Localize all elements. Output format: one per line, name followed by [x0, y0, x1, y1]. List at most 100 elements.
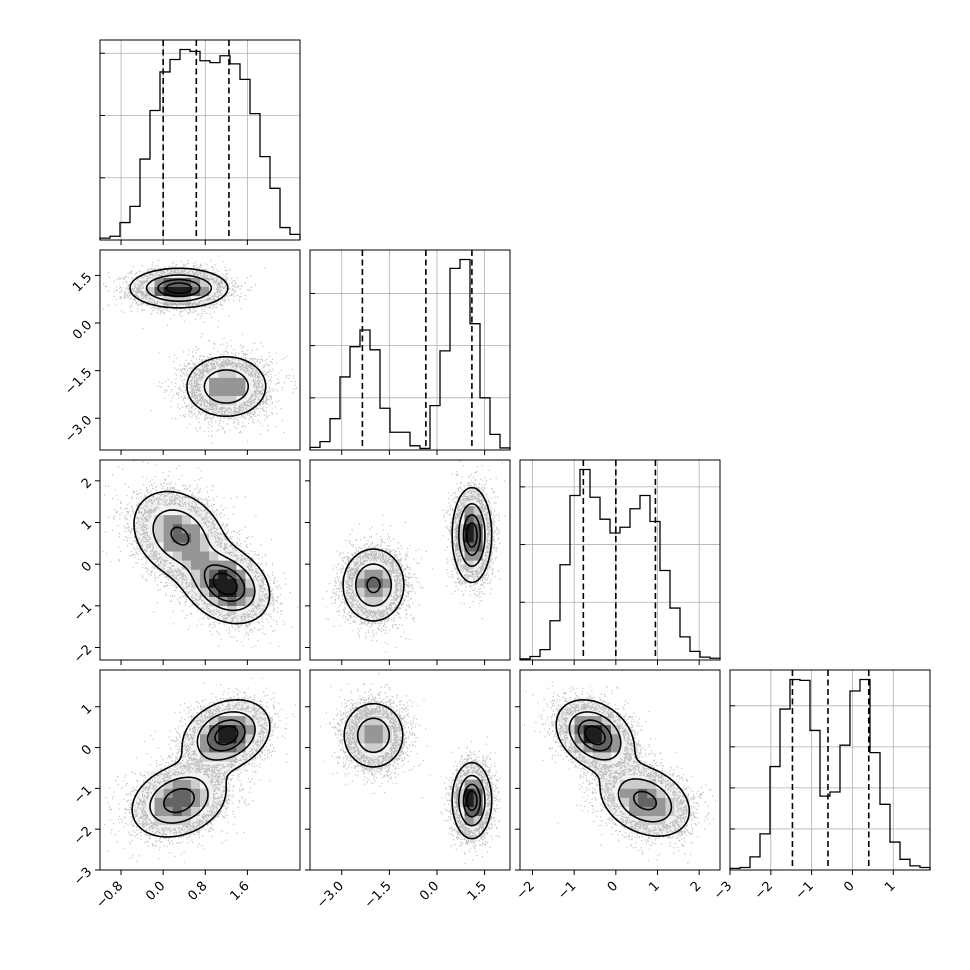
hist-panel-2 — [519, 459, 721, 661]
density-cell — [629, 815, 639, 826]
density-cell — [136, 541, 147, 552]
x-tick-label: −1.5 — [362, 879, 395, 912]
density-cell — [218, 760, 228, 771]
contour-level-3 — [212, 572, 238, 596]
density-cell — [473, 523, 484, 534]
density-cell — [610, 742, 621, 753]
density-cell — [364, 751, 375, 762]
density-cell — [227, 760, 237, 771]
density-cell — [200, 706, 210, 717]
density-cell — [218, 368, 228, 378]
density-cell — [190, 541, 201, 552]
density-cell — [181, 824, 192, 835]
density-cell — [245, 578, 256, 588]
density-cell — [236, 715, 247, 726]
density-cell — [364, 587, 375, 597]
histogram-steps — [99, 48, 301, 240]
density-cell — [638, 824, 648, 835]
density-cell — [382, 587, 393, 597]
density-cell — [181, 523, 192, 534]
x-tick-label: −2 — [514, 879, 538, 903]
density-cell — [227, 560, 237, 570]
density-cell — [245, 596, 256, 607]
x-tick-label: −1 — [793, 879, 817, 903]
density-cell — [565, 742, 576, 753]
density-cell — [227, 724, 237, 735]
density-cell — [620, 724, 630, 735]
density-cell — [209, 724, 219, 735]
density-cell — [190, 286, 201, 297]
density-cell — [620, 742, 630, 753]
density-cell — [629, 770, 639, 780]
density-cell — [482, 788, 493, 798]
density-cell — [482, 550, 493, 561]
y-tick-label: 1 — [79, 517, 95, 533]
density-cell — [455, 523, 466, 534]
y-tick-label: −1.5 — [62, 365, 95, 398]
contour-level-2 — [462, 783, 482, 818]
density-cell — [473, 514, 484, 525]
density-cell — [236, 724, 247, 735]
density-cell — [145, 532, 156, 543]
density-cell — [638, 806, 648, 817]
density-cell — [200, 587, 210, 597]
density-cell — [181, 277, 192, 287]
density-cell — [473, 550, 484, 561]
density-cell — [172, 295, 183, 306]
contour-level-2 — [577, 719, 658, 811]
y-tick-label: −2 — [71, 824, 95, 848]
density-cell — [464, 815, 475, 826]
density-cell — [218, 532, 228, 543]
density-cell — [181, 760, 192, 771]
density-cell — [482, 806, 493, 817]
density-cell — [455, 560, 466, 570]
density-cell — [172, 523, 183, 534]
density-cell — [181, 532, 192, 543]
density-cell — [227, 569, 237, 579]
density-cell — [355, 569, 366, 579]
density-cell — [455, 797, 466, 807]
density-cell — [346, 578, 357, 588]
density-cell — [574, 706, 585, 717]
density-cell — [629, 797, 639, 807]
density-cell — [455, 824, 466, 835]
density-cell — [382, 733, 393, 744]
density-cell — [172, 532, 183, 543]
density-cell — [236, 386, 247, 397]
density-cell — [620, 770, 630, 780]
density-cell — [455, 532, 466, 543]
density-cell — [583, 697, 594, 707]
density-cell — [163, 523, 174, 534]
density-cell — [382, 569, 393, 579]
density-cell — [227, 587, 237, 597]
density-cell — [200, 505, 210, 516]
density-cell — [200, 560, 210, 570]
density-cell — [209, 596, 219, 607]
density-cell — [355, 550, 366, 561]
density-cell — [364, 760, 375, 771]
density-cell — [154, 560, 165, 570]
contour-level-2 — [366, 513, 482, 594]
density-cell — [665, 788, 676, 798]
x-tick-label: 0 — [605, 879, 621, 895]
density-cell — [236, 605, 247, 616]
panel-plot-area — [102, 460, 299, 649]
density-cell — [154, 514, 165, 525]
density-cell — [592, 733, 603, 744]
density-cell — [200, 286, 210, 297]
density-cell — [647, 770, 657, 780]
density-cell — [181, 797, 192, 807]
density-cell — [464, 779, 475, 789]
density-cell — [218, 770, 228, 780]
density-cell — [473, 532, 484, 543]
density-cell — [364, 706, 375, 717]
density-cell — [455, 505, 466, 516]
density-cell — [464, 487, 475, 497]
density-cell — [200, 277, 210, 287]
x-tick-label: 1 — [882, 879, 898, 895]
density-cell — [263, 587, 274, 597]
density-cell — [218, 751, 228, 762]
density-cell — [592, 742, 603, 753]
hist-panel-1 — [309, 249, 511, 451]
density-cell — [245, 368, 256, 378]
